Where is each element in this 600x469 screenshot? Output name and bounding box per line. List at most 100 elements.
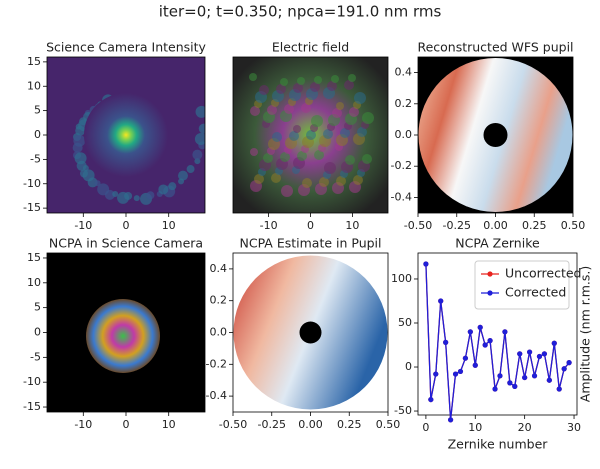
speckle [124, 191, 133, 200]
series-point [561, 366, 567, 372]
y-tick-label: 10 [27, 79, 41, 92]
image-group [47, 253, 205, 412]
speckle [354, 92, 366, 104]
image-core [84, 93, 168, 177]
axes-title: NCPA Zernike [455, 236, 540, 251]
x-tick-label: -0.50 [404, 219, 432, 232]
speckle [297, 151, 307, 161]
speckle [272, 132, 282, 142]
speckle [74, 152, 87, 165]
y-tick-label: 10 [27, 276, 41, 289]
series-point [438, 298, 444, 304]
y-tick-label: 0 [34, 128, 41, 141]
speckle [267, 105, 277, 115]
speckle [332, 108, 342, 118]
series-point [443, 339, 449, 345]
series-point [423, 261, 429, 267]
speckle [340, 128, 350, 138]
speckle [336, 176, 346, 186]
speckle [82, 169, 95, 182]
speckle [336, 102, 344, 110]
x-tick-label: 10 [162, 418, 176, 431]
series-point [551, 340, 557, 346]
y-tick-label: -0.2 [391, 159, 412, 172]
speckle [158, 184, 169, 195]
series-point [512, 383, 518, 389]
legend-marker [487, 271, 493, 277]
x-axis-label: Zernike number [448, 437, 549, 452]
series-point [526, 349, 533, 355]
x-tick-label: 20 [518, 421, 532, 434]
axes-title: Electric field [272, 40, 349, 55]
series-point [536, 353, 543, 360]
speckle [280, 152, 290, 162]
speckle [280, 78, 288, 86]
x-tick-label: 10 [162, 219, 176, 232]
x-tick-label: 30 [567, 421, 581, 434]
speckle [250, 106, 260, 116]
y-tick-label: 15 [27, 251, 41, 264]
speckle [195, 105, 205, 118]
series-point [433, 371, 439, 377]
y-tick-label: 0.2 [395, 97, 413, 110]
x-tick-label: -10 [74, 418, 92, 431]
x-tick-label: 0.25 [522, 219, 547, 232]
y-tick-label: 0.4 [395, 66, 413, 79]
speckle [168, 182, 177, 191]
speckle [301, 103, 311, 113]
image-group [233, 255, 388, 410]
y-tick-label: -10 [23, 375, 41, 388]
speckle [362, 112, 374, 124]
y-tick-label: -10 [23, 177, 41, 190]
y-tick-label: 0 [34, 326, 41, 339]
speckle [194, 132, 205, 145]
speckle [323, 129, 333, 139]
series-point [482, 342, 488, 348]
legend-marker [487, 290, 493, 296]
series-point [472, 362, 478, 368]
speckle [281, 185, 293, 197]
speckle [345, 155, 355, 165]
series-point [477, 324, 483, 330]
speckle [198, 123, 205, 134]
speckle [250, 148, 258, 156]
series-point [566, 360, 572, 366]
speckle [249, 73, 257, 81]
axes-title: Science Camera Intensity [46, 40, 206, 55]
legend [474, 260, 570, 310]
speckle [177, 170, 188, 181]
speckle [293, 83, 303, 93]
speckle [94, 180, 101, 187]
speckle [327, 81, 337, 91]
y-tick-label: -50 [394, 404, 412, 417]
speckle [293, 125, 301, 133]
series-point [487, 338, 493, 344]
x-tick-label: 0 [422, 421, 429, 434]
y-tick-label: 0.4 [210, 262, 228, 275]
speckle [97, 183, 110, 196]
axes-frame [417, 252, 578, 416]
speckle [324, 162, 336, 174]
series-point [507, 380, 513, 386]
speckle [357, 127, 367, 137]
y-tick-label: 0.0 [395, 128, 413, 141]
x-tick-label: 0.25 [337, 418, 362, 431]
speckle [133, 195, 140, 202]
y-tick-label: 5 [34, 301, 41, 314]
legend-label: Corrected [505, 285, 566, 300]
image-group [233, 57, 388, 213]
series-point [462, 355, 469, 361]
x-tick-label: 0 [123, 219, 130, 232]
speckle [192, 149, 203, 160]
x-tick-label: -10 [260, 219, 278, 232]
x-tick-label: -10 [74, 219, 92, 232]
x-tick-label: -0.50 [219, 418, 247, 431]
series-point [428, 396, 434, 403]
y-tick-label: -0.4 [206, 389, 227, 402]
speckle [302, 178, 312, 188]
speckle [263, 153, 273, 163]
speckle [259, 85, 269, 95]
image-group [47, 57, 205, 213]
series-line [425, 263, 570, 420]
